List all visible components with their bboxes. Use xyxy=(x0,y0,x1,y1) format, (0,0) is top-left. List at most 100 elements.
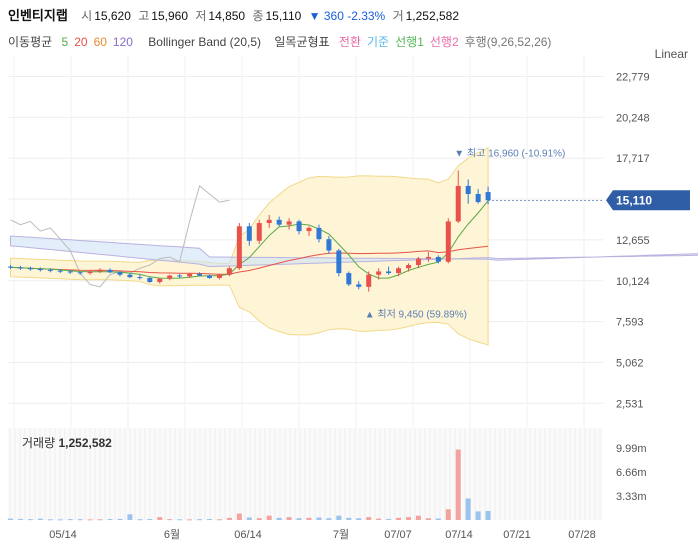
x-tick-label-3: 7월 xyxy=(333,528,349,541)
price-tick-label-6: 7,593 xyxy=(616,317,644,329)
stock-summary-header: 인벤티지랩 시 15,620 고 15,960 저 14,850 종 15,110 ▼ … xyxy=(8,5,459,23)
current-price-label: 15,110 xyxy=(616,193,652,207)
volume-bar-25 xyxy=(256,518,262,520)
volume-bar-42 xyxy=(425,518,431,520)
volume-bar-36 xyxy=(366,517,372,520)
volume-bar-14 xyxy=(147,519,153,521)
candle-body-42 xyxy=(425,256,431,259)
volume-bar-26 xyxy=(266,515,272,520)
scale-type-toggle[interactable]: Linear xyxy=(654,47,688,61)
ichimoku-label[interactable]: 일목균형표 xyxy=(274,35,330,49)
candle-body-44 xyxy=(445,221,451,262)
price-tick-label-8: 2,531 xyxy=(616,398,644,410)
candle-body-2 xyxy=(27,268,33,270)
volume-title-value: 1,252,582 xyxy=(58,436,112,450)
volume-bar-48 xyxy=(485,510,491,520)
volume-tick-label-0: 9.99m xyxy=(616,443,647,455)
candle-body-1 xyxy=(17,267,23,269)
volume-bar-12 xyxy=(127,514,133,520)
ma-period-2: 60 xyxy=(93,35,107,49)
volume-bar-4 xyxy=(47,519,53,521)
candle-body-32 xyxy=(326,239,332,251)
volume-bar-45 xyxy=(455,449,461,520)
candle-body-27 xyxy=(276,219,282,225)
volume-bar-35 xyxy=(356,518,362,520)
candle-body-15 xyxy=(157,278,163,282)
moving-average-label[interactable]: 이동평균 xyxy=(8,35,53,49)
low-annotation: ▲ 최저 9,450 (59.89%) xyxy=(365,309,467,321)
candle-body-37 xyxy=(376,271,382,275)
x-tick-label-6: 07/21 xyxy=(503,529,531,541)
ichimoku-line-3: 선행2 xyxy=(429,35,459,49)
volume-bar-8 xyxy=(87,519,93,521)
moving-average-periods: 5 20 60 120 xyxy=(58,35,135,49)
volume-bar-6 xyxy=(67,519,73,521)
price-change: ▼ 360 -2.33% xyxy=(308,9,386,23)
open-label: 시 xyxy=(81,9,93,23)
low-price: 14,850 xyxy=(208,9,246,23)
price-tick-label-1: 20,248 xyxy=(616,112,650,124)
volume-bar-16 xyxy=(167,519,173,521)
x-tick-label-2: 06/14 xyxy=(234,529,262,541)
volume-bar-39 xyxy=(396,517,402,520)
volume-bar-43 xyxy=(435,518,441,520)
volume-bar-47 xyxy=(475,511,481,520)
volume-bar-15 xyxy=(157,517,163,520)
close-label: 종 xyxy=(252,9,264,23)
candle-body-41 xyxy=(415,258,421,266)
volume-bar-41 xyxy=(415,515,421,520)
volume-bar-46 xyxy=(465,498,471,520)
candle-body-22 xyxy=(226,268,232,275)
candle-body-31 xyxy=(316,227,322,240)
volume-bar-17 xyxy=(177,519,183,521)
candle-body-36 xyxy=(366,274,372,287)
ichimoku-line-1: 기준 xyxy=(367,35,390,49)
price-tick-label-2: 17,717 xyxy=(616,153,650,165)
candle-body-46 xyxy=(465,185,471,194)
volume-bar-13 xyxy=(137,519,143,521)
candle-body-13 xyxy=(137,277,143,279)
volume-bar-20 xyxy=(207,519,212,521)
bollinger-band-label[interactable]: Bollinger Band (20,5) xyxy=(148,35,262,49)
volume-bar-10 xyxy=(107,519,113,521)
close-price: 15,110 xyxy=(265,9,302,23)
volume-bar-0 xyxy=(8,518,13,520)
high-price: 15,960 xyxy=(151,9,188,23)
volume-tick-label-1: 6.66m xyxy=(616,467,647,479)
candle-body-9 xyxy=(97,269,103,272)
volume-bar-33 xyxy=(336,515,342,520)
volume-bar-37 xyxy=(376,518,382,520)
candle-body-14 xyxy=(147,277,153,282)
volume-bar-27 xyxy=(276,517,282,520)
candle-body-5 xyxy=(57,270,63,272)
volume-bar-31 xyxy=(316,517,322,520)
candle-body-38 xyxy=(386,271,392,274)
open-price: 15,620 xyxy=(94,9,131,23)
volume-bar-11 xyxy=(117,518,123,520)
volume-bar-18 xyxy=(187,519,193,521)
volume-bar-5 xyxy=(57,519,63,521)
stock-name: 인벤티지랩 xyxy=(8,8,68,23)
volume-bar-2 xyxy=(27,519,33,521)
volume-bar-9 xyxy=(97,519,103,521)
x-tick-label-0: 05/14 xyxy=(49,529,77,541)
volume-label: 거 xyxy=(392,9,404,23)
volume-bar-44 xyxy=(445,509,451,520)
volume-bar-34 xyxy=(346,517,352,520)
indicator-legend: 이동평균 5 20 60 120 Bollinger Band (20,5) 일목균형… xyxy=(8,33,555,50)
x-tick-label-4: 07/07 xyxy=(384,529,412,541)
candle-body-17 xyxy=(177,275,183,277)
candle-body-29 xyxy=(296,221,302,232)
volume-title: 거래량 1,252,582 xyxy=(22,436,112,450)
volume-bar-32 xyxy=(326,518,332,520)
volume-bar-30 xyxy=(306,517,312,520)
volume-tick-label-2: 3.33m xyxy=(616,491,647,503)
candle-body-26 xyxy=(266,219,272,224)
candle-body-3 xyxy=(37,269,43,271)
volume-bar-21 xyxy=(216,519,222,521)
candle-body-18 xyxy=(187,273,193,277)
price-tick-label-5: 10,124 xyxy=(616,276,650,288)
ichimoku-line-4: 후행(9,26,52,26) xyxy=(464,35,552,49)
candle-body-28 xyxy=(286,221,292,225)
